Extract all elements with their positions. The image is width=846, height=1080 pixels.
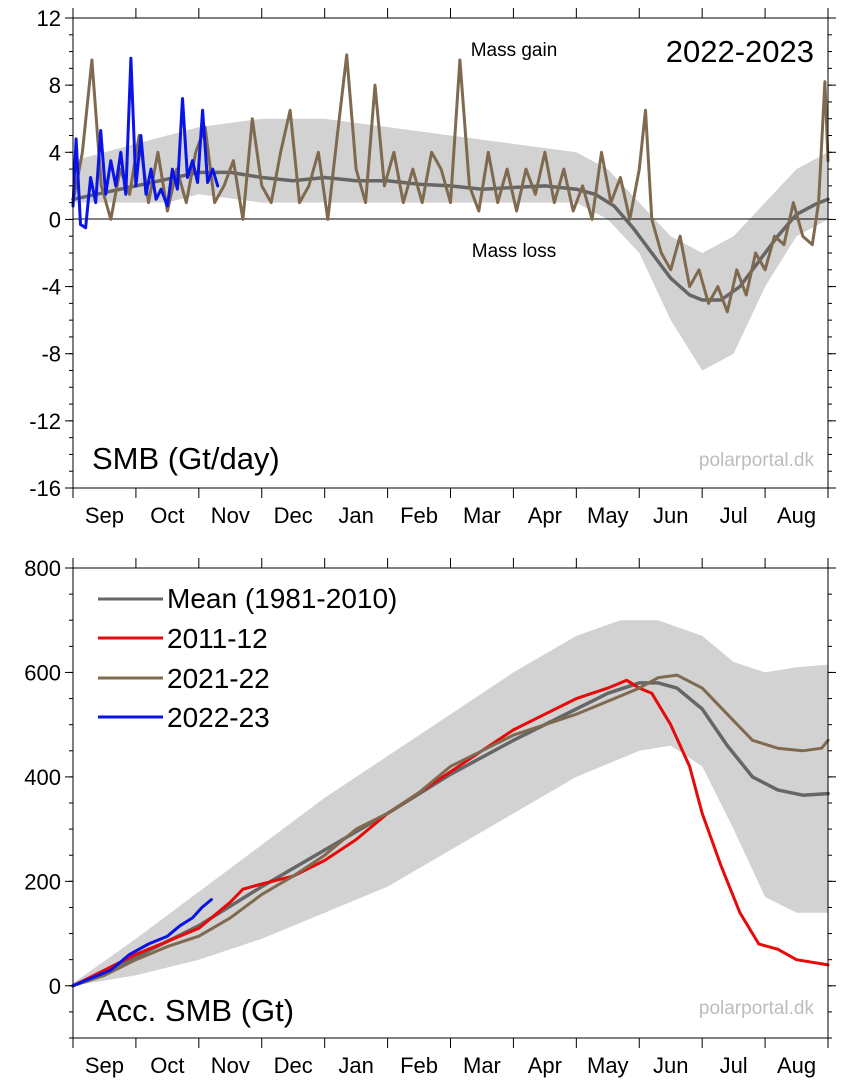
acc-ytick-label: 200 <box>24 869 61 894</box>
daily-xtick-label: Oct <box>150 503 184 528</box>
acc-xtick-label: Aug <box>777 1053 816 1078</box>
daily-ytick-label: 0 <box>49 207 61 232</box>
daily-xtick-label: Jan <box>338 503 373 528</box>
acc-ytick-label: 600 <box>24 660 61 685</box>
legend-label-2022-23: 2022-23 <box>167 702 270 733</box>
daily-ylabel: SMB (Gt/day) <box>92 441 280 476</box>
acc-xtick-label: Oct <box>150 1053 184 1078</box>
daily-ytick-label: 12 <box>37 6 61 31</box>
daily-xtick-label: Nov <box>211 503 250 528</box>
daily-xtick-label: Dec <box>274 503 313 528</box>
daily-ytick-label: -8 <box>41 342 61 367</box>
legend-label-2011-12: 2011-12 <box>167 623 268 654</box>
daily-xtick-label: Aug <box>777 503 816 528</box>
acc-xtick-label: May <box>587 1053 629 1078</box>
acc-xtick-label: Jun <box>653 1053 688 1078</box>
daily-credit: polarportal.dk <box>699 450 815 471</box>
acc-xtick-label: Apr <box>528 1053 562 1078</box>
acc-series-mean <box>71 681 830 988</box>
acc-ytick-label: 800 <box>24 556 61 581</box>
legend: Mean (1981-2010) 2011-12 2021-22 2022-23 <box>98 583 397 733</box>
accumulated-smb-panel: 0 200 400 600 800 Sep Oct Nov Dec Jan Feb Mar Apr Ma… <box>24 556 836 1078</box>
daily-xtick-label: Jul <box>720 503 748 528</box>
daily-series-y2223 <box>71 56 220 230</box>
daily-xtick-label: Mar <box>463 503 501 528</box>
acc-ytick-label: 0 <box>49 974 61 999</box>
acc-xtick-label: Jul <box>720 1053 748 1078</box>
acc-series-y2122 <box>71 673 830 988</box>
chart-title: 2022-2023 <box>666 34 814 69</box>
acc-ylabel: Acc. SMB (Gt) <box>96 993 294 1028</box>
daily-ytick-label: 8 <box>49 73 61 98</box>
acc-xtick-label: Nov <box>211 1053 250 1078</box>
acc-xtick-label: Dec <box>274 1053 313 1078</box>
daily-xtick-label: Apr <box>528 503 562 528</box>
acc-xtick-label: Feb <box>400 1053 438 1078</box>
acc-series-y1112 <box>71 678 830 988</box>
daily-xtick-label: Sep <box>85 503 124 528</box>
daily-xtick-label: Feb <box>400 503 438 528</box>
daily-ytick-label: -4 <box>41 275 61 300</box>
daily-ytick-label: -16 <box>29 476 61 501</box>
daily-xtick-label: May <box>587 503 629 528</box>
legend-label-mean: Mean (1981-2010) <box>167 583 397 614</box>
daily-smb-panel: -16 -12 -8 -4 0 4 8 12 Sep Oct Nov Dec Jan Feb Mar Apr… <box>29 6 836 528</box>
acc-xtick-label: Jan <box>338 1053 373 1078</box>
acc-ytick-label: 400 <box>24 765 61 790</box>
acc-credit: polarportal.dk <box>699 998 815 1019</box>
mass-gain-label: Mass gain <box>471 40 558 61</box>
daily-ytick-label: 4 <box>49 140 61 165</box>
acc-series-y2223 <box>71 898 213 988</box>
legend-label-2021-22: 2021-22 <box>167 663 270 694</box>
acc-xtick-label: Mar <box>463 1053 501 1078</box>
mass-loss-label: Mass loss <box>472 241 556 262</box>
daily-xtick-label: Jun <box>653 503 688 528</box>
acc-xtick-label: Sep <box>85 1053 124 1078</box>
daily-ytick-label: -12 <box>29 409 61 434</box>
